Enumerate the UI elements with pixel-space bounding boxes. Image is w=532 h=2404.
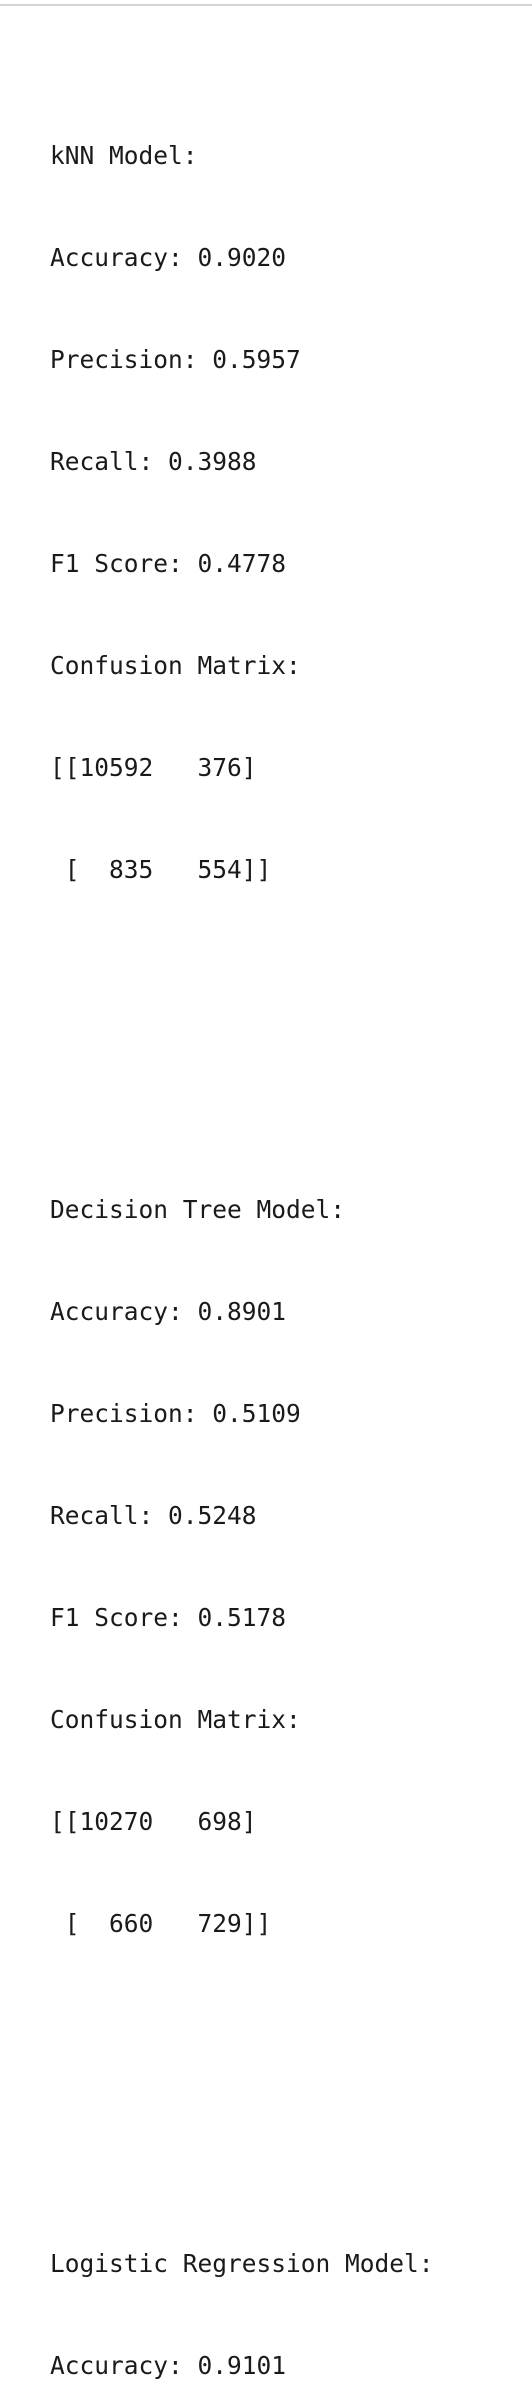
confusion-matrix-label: Confusion Matrix: bbox=[50, 651, 301, 680]
confusion-matrix-row-2: [ 835 554]] bbox=[50, 855, 272, 884]
confusion-matrix-row-1: [[10592 376] bbox=[50, 753, 257, 782]
confusion-matrix-label: Confusion Matrix: bbox=[50, 1705, 301, 1734]
blank-line bbox=[50, 1023, 434, 1057]
model-title: Decision Tree Model: bbox=[50, 1195, 346, 1224]
model-block-decision-tree: Decision Tree Model: Accuracy: 0.8901 Pr… bbox=[50, 1125, 434, 2009]
accuracy-line: Accuracy: 0.9020 bbox=[50, 243, 287, 272]
output-cell-divider bbox=[0, 4, 532, 6]
recall-line: Recall: 0.3988 bbox=[50, 447, 257, 476]
accuracy-line: Accuracy: 0.8901 bbox=[50, 1297, 287, 1326]
f1-score-line: F1 Score: 0.4778 bbox=[50, 549, 287, 578]
precision-line: Precision: 0.5109 bbox=[50, 1399, 301, 1428]
blank-line bbox=[50, 2077, 434, 2111]
f1-score-line: F1 Score: 0.5178 bbox=[50, 1603, 287, 1632]
precision-line: Precision: 0.5957 bbox=[50, 345, 301, 374]
confusion-matrix-row-2: [ 660 729]] bbox=[50, 1909, 272, 1938]
cell-output: kNN Model: Accuracy: 0.9020 Precision: 0… bbox=[50, 3, 434, 2404]
model-block-logistic-regression: Logistic Regression Model: Accuracy: 0.9… bbox=[50, 2179, 434, 2404]
model-title: Logistic Regression Model: bbox=[50, 2249, 434, 2278]
recall-line: Recall: 0.5248 bbox=[50, 1501, 257, 1530]
model-title: kNN Model: bbox=[50, 141, 198, 170]
accuracy-line: Accuracy: 0.9101 bbox=[50, 2351, 287, 2380]
model-block-knn: kNN Model: Accuracy: 0.9020 Precision: 0… bbox=[50, 71, 434, 955]
confusion-matrix-row-1: [[10270 698] bbox=[50, 1807, 257, 1836]
